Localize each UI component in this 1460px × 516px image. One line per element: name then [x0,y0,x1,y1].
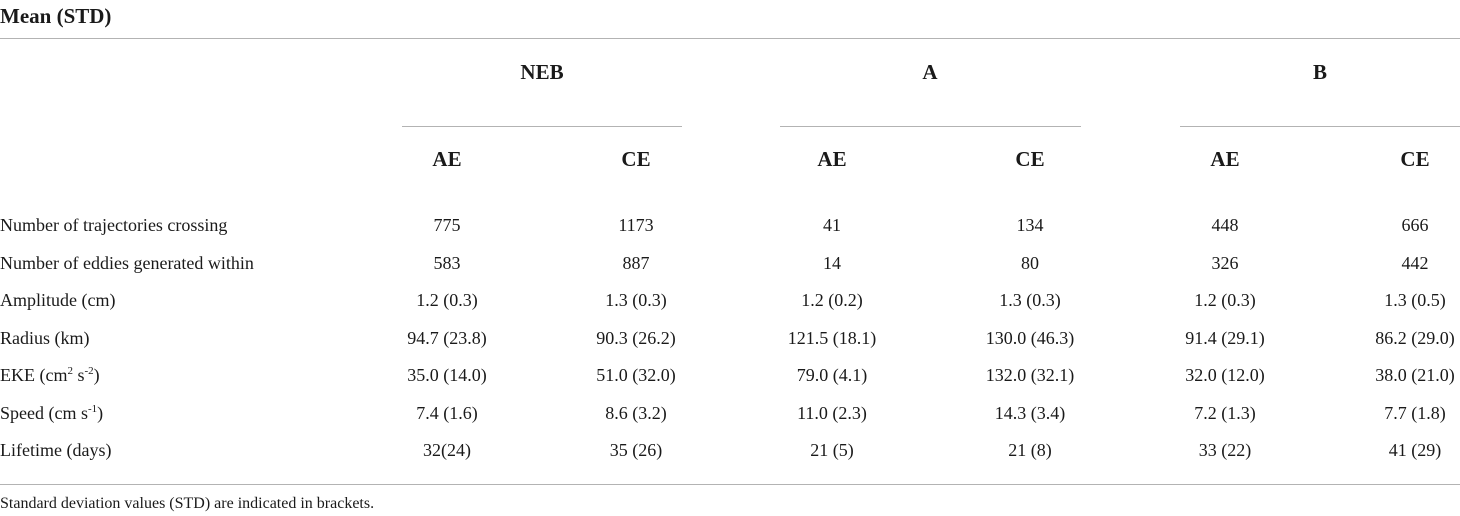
table-cell: 94.7 (23.8) [407,328,487,348]
table-cell: 7.7 (1.8) [1384,403,1446,423]
table-cell: 32.0 (12.0) [1185,365,1265,385]
superscript: -1 [87,403,98,415]
subheader-neb-ae: AE [432,147,462,171]
table-cell: 583 [433,253,461,273]
row-label-lifetime: Lifetime (days) [0,440,112,460]
table-cell: 11.0 (2.3) [797,403,867,423]
group-header-neb: NEB [520,60,564,84]
table-cell: 1.3 (0.3) [999,290,1061,310]
row-label-amplitude: Amplitude (cm) [0,290,116,310]
group-underline-a [780,126,1081,127]
superscript: -2 [84,365,94,377]
table-cell: 121.5 (18.1) [787,328,877,348]
table-cell: 38.0 (21.0) [1375,365,1455,385]
row-label-eddies-generated: Number of eddies generated within [0,253,254,273]
group-header-b: B [1312,60,1327,84]
table-cell: 1.2 (0.3) [1194,290,1256,310]
table-cell: 90.3 (26.2) [596,328,676,348]
table-caption: Mean (STD) [0,4,112,28]
table-cell: 8.6 (3.2) [605,403,667,423]
table-cell: 32(24) [423,440,471,460]
table-cell: 35.0 (14.0) [407,365,487,385]
table-cell: 86.2 (29.0) [1375,328,1455,348]
table-footnote: Standard deviation values (STD) are indi… [0,495,375,512]
row-label-eke-part: ) [93,365,100,385]
table-cell: 14.3 (3.4) [994,403,1066,423]
table-cell: 326 [1211,253,1239,273]
table-cell: 887 [622,253,650,273]
table-cell: 91.4 (29.1) [1185,328,1265,348]
row-label-eke-part: s [72,365,85,385]
table-cell: 1.3 (0.3) [605,290,667,310]
table-cell: 21 (8) [1008,440,1052,460]
row-label-trajectories: Number of trajectories crossing [0,215,228,235]
table-cell: 80 [1021,253,1039,273]
subheader-b-ae: AE [1210,147,1240,171]
subheader-a-ce: CE [1015,147,1045,171]
table-cell: 1.2 (0.2) [801,290,863,310]
table-cell: 775 [433,215,461,235]
top-rule [0,38,1460,39]
row-label-eke: EKE (cm2 s-2) [0,363,100,387]
subheader-a-ae: AE [817,147,847,171]
row-label-speed-part: ) [97,403,104,423]
table-cell: 7.2 (1.3) [1194,403,1256,423]
table-cell: 448 [1211,215,1239,235]
table-cell: 14 [823,253,841,273]
table-cell: 21 (5) [810,440,854,460]
row-label-eke-part: EKE (cm [0,365,68,385]
subheader-b-ce: CE [1400,147,1430,171]
group-header-a: A [922,60,938,84]
table-cell: 51.0 (32.0) [596,365,676,385]
table-cell: 41 (29) [1388,440,1442,460]
table-cell: 1173 [618,215,654,235]
row-label-radius: Radius (km) [0,328,90,348]
table-cell: 666 [1401,215,1429,235]
superscript: 2 [67,365,73,377]
subheader-neb-ce: CE [621,147,651,171]
table-cell: 442 [1401,253,1429,273]
table-cell: 1.3 (0.5) [1384,290,1446,310]
table-cell: 7.4 (1.6) [416,403,478,423]
table-cell: 134 [1016,215,1044,235]
table-cell: 132.0 (32.1) [985,365,1075,385]
table-cell: 1.2 (0.3) [416,290,478,310]
row-label-speed-part: Speed (cm s [0,403,88,423]
group-underline-neb [402,126,682,127]
bottom-rule [0,484,1460,485]
row-label-speed: Speed (cm s-1) [0,401,103,425]
table-cell: 33 (22) [1198,440,1252,460]
table-cell: 79.0 (4.1) [796,365,868,385]
table-cell: 130.0 (46.3) [985,328,1075,348]
table-cell: 41 [823,215,841,235]
group-underline-b [1180,126,1460,127]
table-cell: 35 (26) [609,440,663,460]
